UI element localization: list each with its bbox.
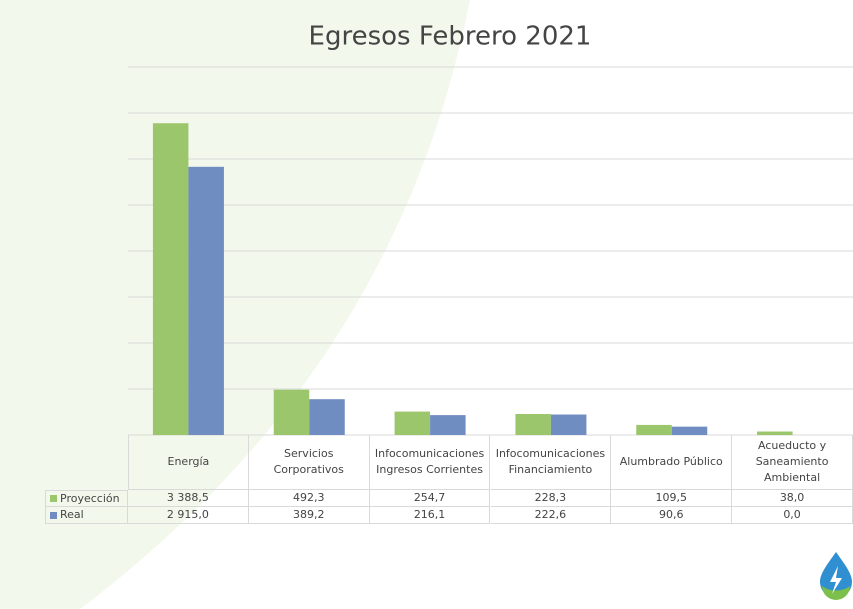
category-label: Infocomunicaciones Financiamiento bbox=[490, 435, 612, 490]
value-label: 216,1 bbox=[369, 507, 491, 524]
value-label-text: 90,6 bbox=[658, 508, 684, 522]
legend-label: Real bbox=[60, 508, 84, 522]
value-label-text: 0,0 bbox=[783, 508, 801, 522]
value-label: 90,6 bbox=[611, 507, 733, 524]
bar bbox=[273, 389, 310, 435]
background-shape bbox=[0, 0, 470, 609]
bar bbox=[188, 166, 224, 435]
value-label-text: 389,2 bbox=[292, 508, 325, 522]
value-label-text: 38,0 bbox=[779, 491, 805, 505]
category-label: Servicios Corporativos bbox=[248, 435, 370, 490]
bar bbox=[394, 411, 431, 435]
legend-label: Proyección bbox=[60, 491, 120, 505]
value-label-text: 492,3 bbox=[292, 491, 325, 505]
bar bbox=[757, 431, 793, 435]
category-label-text: Acueducto y Saneamiento Ambiental bbox=[755, 439, 829, 484]
value-label: 228,3 bbox=[490, 490, 612, 507]
value-label: 222,6 bbox=[490, 507, 612, 524]
value-label: 2 915,0 bbox=[128, 507, 249, 524]
value-label: 38,0 bbox=[732, 490, 853, 507]
value-label-text: 216,1 bbox=[413, 508, 446, 522]
value-label: 492,3 bbox=[248, 490, 370, 507]
category-label-text: Infocomunicaciones Financiamiento bbox=[495, 447, 606, 476]
value-label-text: 3 388,5 bbox=[166, 491, 209, 505]
bar bbox=[671, 426, 708, 435]
bar bbox=[430, 415, 466, 435]
category-label: Alumbrado Público bbox=[611, 435, 733, 490]
bar bbox=[636, 424, 672, 435]
value-label: 389,2 bbox=[248, 507, 370, 524]
value-label: 3 388,5 bbox=[128, 490, 249, 507]
category-label-text: Alumbrado Público bbox=[619, 455, 723, 469]
category-label-text: Servicios Corporativos bbox=[273, 447, 344, 476]
value-label-text: 2 915,0 bbox=[166, 508, 209, 522]
legend-swatch bbox=[50, 495, 57, 502]
value-label-text: 109,5 bbox=[655, 491, 687, 505]
value-label-text: 254,7 bbox=[413, 491, 446, 505]
legend-entry: Real bbox=[45, 507, 128, 524]
category-label: Energía bbox=[128, 435, 249, 490]
logo bbox=[820, 552, 852, 600]
category-label-text: Energía bbox=[167, 455, 210, 469]
bar bbox=[550, 414, 587, 435]
value-label: 109,5 bbox=[611, 490, 733, 507]
value-label-text: 228,3 bbox=[534, 491, 567, 505]
value-label-text: 222,6 bbox=[534, 508, 567, 522]
value-label: 0,0 bbox=[732, 507, 853, 524]
legend-swatch bbox=[50, 511, 57, 519]
bar bbox=[309, 399, 345, 435]
bar bbox=[152, 123, 189, 436]
value-label: 254,7 bbox=[369, 490, 491, 507]
legend-entry: Proyección bbox=[45, 490, 128, 507]
bar bbox=[515, 413, 551, 435]
category-label: Infocomunicaciones Ingresos Corrientes bbox=[369, 435, 491, 490]
category-label-text: Infocomunicaciones Ingresos Corrientes bbox=[374, 447, 485, 476]
chart-title: Egresos Febrero 2021 bbox=[309, 22, 592, 52]
category-label: Acueducto y Saneamiento Ambiental bbox=[732, 435, 853, 490]
